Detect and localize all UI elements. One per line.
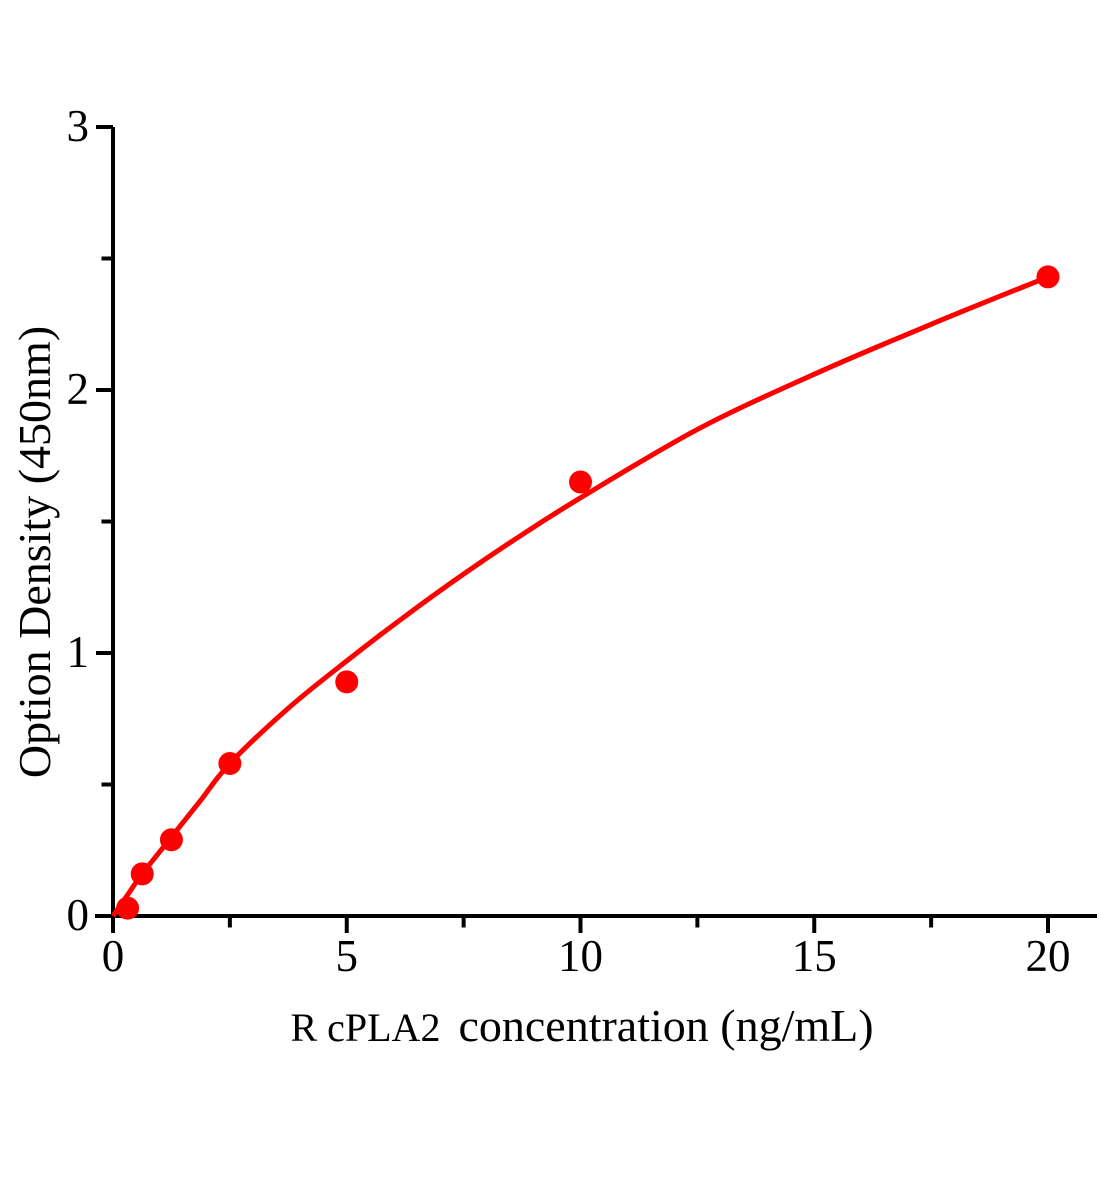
y-axis-title: Option Density (450nm) <box>9 326 60 778</box>
x-axis-title: R cPLA2 concentration (ng/mL) <box>290 1000 873 1051</box>
data-point-marker <box>218 751 242 775</box>
data-point-marker <box>569 470 592 494</box>
data-point-marker <box>1036 265 1060 289</box>
y-tick-label: 1 <box>67 627 90 677</box>
x-tick-label: 0 <box>102 931 125 981</box>
data-point-marker <box>116 896 140 920</box>
y-tick-label: 0 <box>67 890 90 940</box>
data-point-marker <box>130 862 154 886</box>
x-axis-title-prefix: R cPLA2 <box>290 1005 440 1050</box>
x-tick-label: 20 <box>1026 931 1071 981</box>
x-tick-label: 5 <box>336 931 359 981</box>
x-axis-title-main: concentration (ng/mL) <box>458 1000 873 1051</box>
x-tick-label: 10 <box>558 931 603 981</box>
x-tick-label: 15 <box>792 931 837 981</box>
data-point-marker <box>335 670 359 694</box>
y-tick-label: 2 <box>67 364 90 414</box>
data-point-marker <box>159 828 183 852</box>
y-tick-label: 3 <box>67 101 90 151</box>
